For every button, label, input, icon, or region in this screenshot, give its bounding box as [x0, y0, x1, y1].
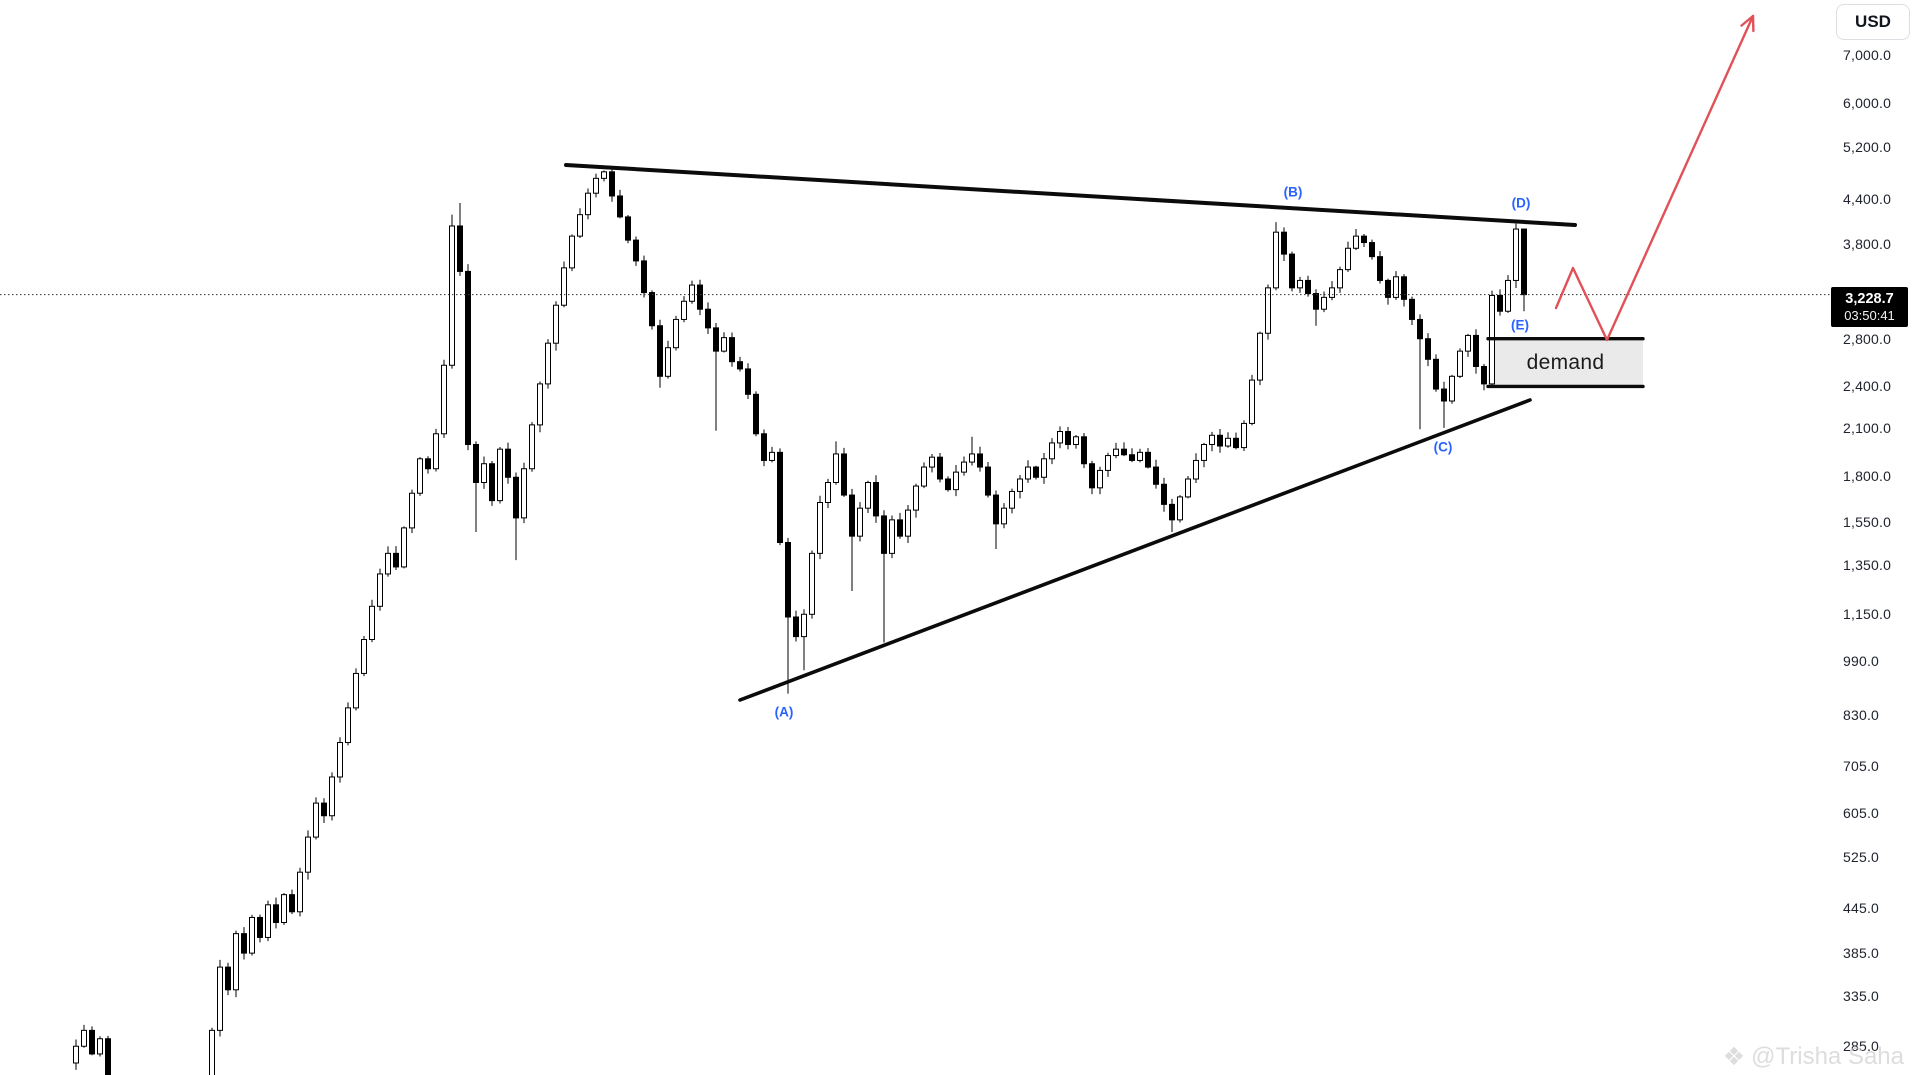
price-tick: 5,200.0 — [1843, 139, 1892, 156]
price-tick: 525.0 — [1843, 849, 1880, 866]
price-tick: 605.0 — [1843, 805, 1880, 822]
price-tick: 6,000.0 — [1843, 94, 1892, 111]
price-tick: 285.0 — [1843, 1038, 1880, 1055]
price-tick: 830.0 — [1843, 707, 1880, 724]
currency-badge-label: USD — [1855, 12, 1891, 31]
price-tick: 1,350.0 — [1843, 556, 1892, 573]
triangle-label-d[interactable]: (D) — [1511, 195, 1531, 211]
price-tick: 4,400.0 — [1843, 190, 1892, 207]
price-tick: 1,800.0 — [1843, 467, 1892, 484]
triangle-label-c[interactable]: (C) — [1433, 439, 1453, 455]
projection-arrowhead — [1740, 14, 1755, 27]
price-tick: 2,400.0 — [1843, 378, 1892, 395]
upper-trendline[interactable] — [564, 163, 1577, 227]
triangle-label-b[interactable]: (B) — [1283, 184, 1303, 200]
price-axis[interactable]: 7,000.0 6,000.0 5,200.0 4,400.0 3,800.0 2,800… — [1832, 0, 1912, 1075]
lower-trendline[interactable] — [738, 398, 1532, 702]
price-tick: 1,150.0 — [1843, 606, 1892, 623]
triangle-label-e[interactable]: (E) — [1511, 317, 1529, 333]
price-tick: 990.0 — [1843, 652, 1880, 669]
price-tick: 335.0 — [1843, 988, 1880, 1005]
current-price-value: 3,228.7 — [1845, 290, 1894, 307]
price-tick: 385.0 — [1843, 945, 1880, 962]
demand-zone-text: demand — [1526, 350, 1605, 374]
demand-zone-label[interactable]: demand — [1488, 339, 1643, 387]
price-tick: 1,550.0 — [1843, 513, 1892, 530]
price-tick: 7,000.0 — [1843, 47, 1892, 63]
watermark: ❖ @Trisha Saha — [1723, 1043, 1904, 1071]
currency-badge[interactable]: USD — [1836, 4, 1910, 40]
price-tick: 705.0 — [1843, 757, 1880, 774]
price-tick: 2,100.0 — [1843, 419, 1892, 436]
bar-countdown: 03:50:41 — [1844, 307, 1895, 323]
watermark-handle: @Trisha Saha — [1751, 1043, 1904, 1070]
projection-arrow[interactable] — [1554, 14, 1755, 342]
price-tick: 445.0 — [1843, 900, 1880, 917]
current-price-label: 3,228.7 03:50:41 — [1831, 287, 1908, 327]
triangle-label-a[interactable]: (A) — [774, 704, 794, 720]
price-tick: 2,800.0 — [1843, 330, 1892, 347]
demand-zone-box[interactable] — [1488, 338, 1643, 387]
diamonds-logo-icon: ❖ — [1722, 1042, 1746, 1071]
price-tick: 3,800.0 — [1843, 236, 1892, 253]
candles-group — [73, 167, 1527, 1075]
